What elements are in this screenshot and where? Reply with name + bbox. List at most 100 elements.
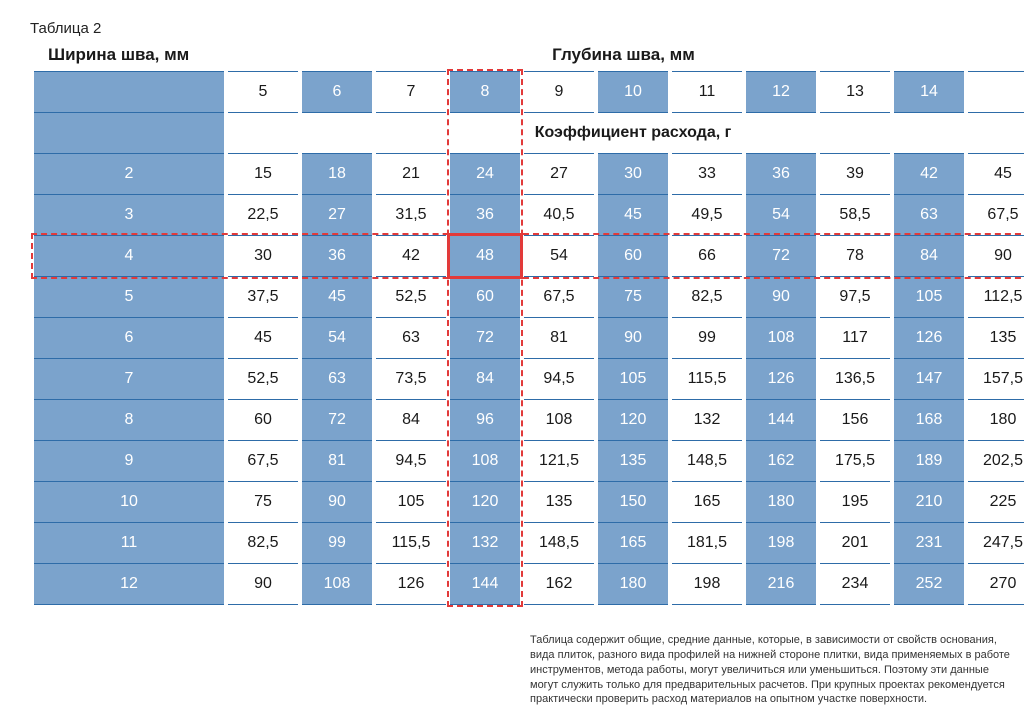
data-cell: 42	[894, 154, 964, 194]
column-header: 8	[450, 72, 520, 112]
data-cell: 60	[228, 400, 298, 440]
data-cell: 82,5	[672, 277, 742, 317]
data-cell: 15	[228, 154, 298, 194]
data-cell: 126	[376, 564, 446, 604]
data-cell: 63	[376, 318, 446, 358]
data-cell: 99	[302, 523, 372, 563]
header-row: 567891011121314	[34, 72, 1024, 112]
data-cell: 180	[746, 482, 816, 522]
data-cell: 54	[302, 318, 372, 358]
data-cell: 252	[894, 564, 964, 604]
data-cell: 73,5	[376, 359, 446, 399]
row-label: 11	[34, 523, 224, 563]
table-row: 860728496108120132144156168180	[34, 400, 1024, 440]
column-header: 10	[598, 72, 668, 112]
data-cell: 45	[228, 318, 298, 358]
table-row: 967,58194,5108121,5135148,5162175,518920…	[34, 441, 1024, 481]
data-cell: 60	[450, 277, 520, 317]
data-cell: 21	[376, 154, 446, 194]
data-cell: 90	[746, 277, 816, 317]
data-cell: 135	[968, 318, 1024, 358]
data-cell: 180	[598, 564, 668, 604]
spanner-label: Коэффициент расхода, г	[228, 113, 1024, 153]
column-header: 14	[894, 72, 964, 112]
row-label: 5	[34, 277, 224, 317]
data-cell: 94,5	[524, 359, 594, 399]
data-cell: 67,5	[524, 277, 594, 317]
data-cell: 31,5	[376, 195, 446, 235]
column-header: 11	[672, 72, 742, 112]
data-cell: 168	[894, 400, 964, 440]
data-cell: 42	[376, 236, 446, 276]
data-cell: 105	[376, 482, 446, 522]
row-label: 3	[34, 195, 224, 235]
data-cell: 132	[450, 523, 520, 563]
data-cell: 195	[820, 482, 890, 522]
data-cell: 108	[450, 441, 520, 481]
data-cell: 132	[672, 400, 742, 440]
data-cell: 120	[598, 400, 668, 440]
data-cell: 234	[820, 564, 890, 604]
data-cell: 72	[302, 400, 372, 440]
table-wrapper: 567891011121314Коэффициент расхода, г215…	[30, 71, 1004, 605]
data-cell: 231	[894, 523, 964, 563]
data-cell: 270	[968, 564, 1024, 604]
data-cell: 66	[672, 236, 742, 276]
data-cell: 54	[524, 236, 594, 276]
data-cell: 84	[894, 236, 964, 276]
data-cell: 156	[820, 400, 890, 440]
data-cell: 58,5	[820, 195, 890, 235]
data-cell: 112,5	[968, 277, 1024, 317]
data-cell: 60	[598, 236, 668, 276]
data-cell: 78	[820, 236, 890, 276]
column-header: 12	[746, 72, 816, 112]
data-cell: 39	[820, 154, 890, 194]
data-cell: 72	[450, 318, 520, 358]
data-cell: 67,5	[228, 441, 298, 481]
data-cell: 108	[524, 400, 594, 440]
column-header	[968, 72, 1024, 112]
data-cell: 63	[302, 359, 372, 399]
data-cell: 45	[598, 195, 668, 235]
data-cell: 90	[968, 236, 1024, 276]
data-cell: 30	[228, 236, 298, 276]
data-cell: 135	[524, 482, 594, 522]
column-header: 9	[524, 72, 594, 112]
data-cell: 148,5	[672, 441, 742, 481]
row-label: 12	[34, 564, 224, 604]
data-cell: 165	[598, 523, 668, 563]
data-cell: 115,5	[376, 523, 446, 563]
data-cell: 175,5	[820, 441, 890, 481]
data-cell: 36	[450, 195, 520, 235]
header-corner	[34, 72, 224, 112]
row-label: 2	[34, 154, 224, 194]
data-cell: 24	[450, 154, 520, 194]
data-cell: 36	[302, 236, 372, 276]
data-cell: 63	[894, 195, 964, 235]
column-header: 7	[376, 72, 446, 112]
data-cell: 52,5	[376, 277, 446, 317]
data-cell: 84	[450, 359, 520, 399]
data-cell: 198	[672, 564, 742, 604]
table-row: 537,54552,56067,57582,59097,5105112,5	[34, 277, 1024, 317]
data-cell: 150	[598, 482, 668, 522]
data-cell: 37,5	[228, 277, 298, 317]
data-cell: 81	[302, 441, 372, 481]
data-cell: 97,5	[820, 277, 890, 317]
spanner-corner	[34, 113, 224, 153]
axis-label-right: Глубина шва, мм	[243, 45, 1004, 65]
table-row: 1182,599115,5132148,5165181,519820123124…	[34, 523, 1024, 563]
data-cell: 82,5	[228, 523, 298, 563]
table-row: 107590105120135150165180195210225	[34, 482, 1024, 522]
row-label: 8	[34, 400, 224, 440]
table-row: 752,56373,58494,5105115,5126136,5147157,…	[34, 359, 1024, 399]
data-cell: 115,5	[672, 359, 742, 399]
data-cell: 121,5	[524, 441, 594, 481]
data-cell: 126	[746, 359, 816, 399]
data-cell: 105	[598, 359, 668, 399]
data-cell: 144	[450, 564, 520, 604]
data-cell: 108	[746, 318, 816, 358]
data-cell: 147	[894, 359, 964, 399]
column-header: 13	[820, 72, 890, 112]
data-cell: 99	[672, 318, 742, 358]
